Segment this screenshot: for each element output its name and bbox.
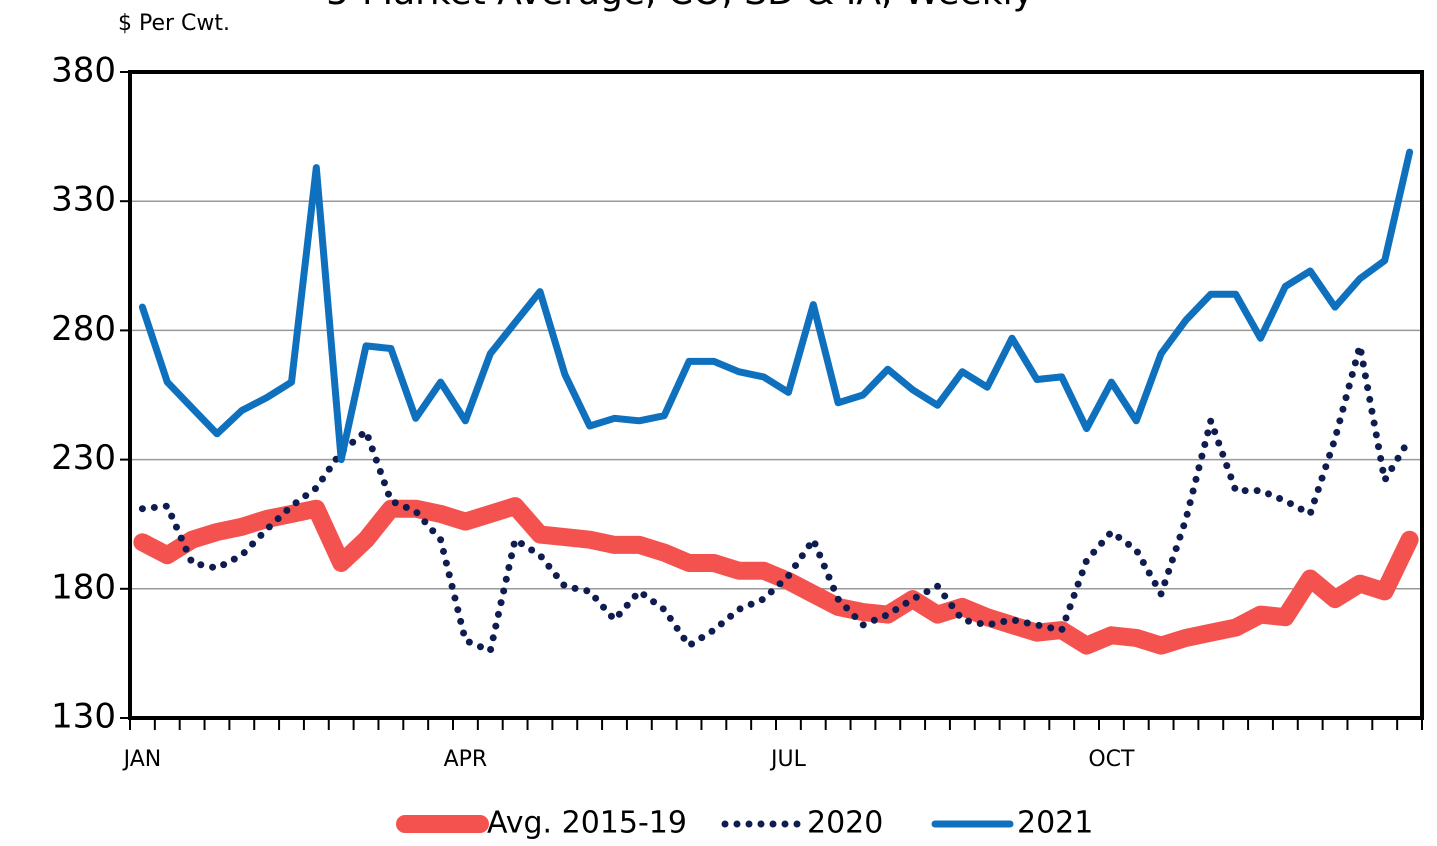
- legend-label: Avg. 2015-19: [487, 806, 687, 841]
- y-tick-label: 330: [51, 180, 116, 220]
- legend-label: 2021: [1017, 806, 1093, 841]
- y-tick-label: 280: [51, 309, 116, 349]
- y-tick-label: 380: [51, 51, 116, 91]
- x-tick-label: APR: [444, 747, 488, 772]
- plot-frame: [128, 70, 1424, 720]
- series-line: [138, 342, 1414, 655]
- y-tick-label: 180: [51, 567, 116, 607]
- series-line: [138, 148, 1414, 464]
- chart-title: 5-Market Average, CO, SD & IA, Weekly: [326, 0, 1034, 13]
- y-tick-label: 130: [51, 697, 116, 737]
- x-tick-label: JAN: [122, 747, 162, 772]
- y-axis-label: $ Per Cwt.: [118, 11, 230, 36]
- y-tick-label: 230: [51, 438, 116, 478]
- x-tick-label: OCT: [1088, 747, 1135, 772]
- x-tick-label: JUL: [769, 747, 807, 772]
- series-line: [133, 497, 1419, 655]
- legend-label: 2020: [807, 806, 883, 841]
